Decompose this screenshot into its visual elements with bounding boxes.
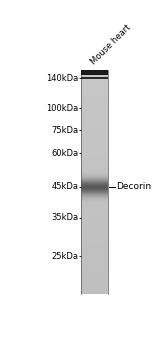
Text: 140kDa: 140kDa	[46, 74, 78, 83]
Text: 25kDa: 25kDa	[51, 252, 78, 261]
Text: Mouse heart: Mouse heart	[89, 23, 133, 66]
Text: 45kDa: 45kDa	[51, 182, 78, 191]
Text: 60kDa: 60kDa	[51, 148, 78, 158]
Text: 35kDa: 35kDa	[51, 213, 78, 222]
Text: 75kDa: 75kDa	[51, 126, 78, 135]
Text: 100kDa: 100kDa	[46, 104, 78, 113]
Text: Decorin: Decorin	[116, 182, 151, 191]
